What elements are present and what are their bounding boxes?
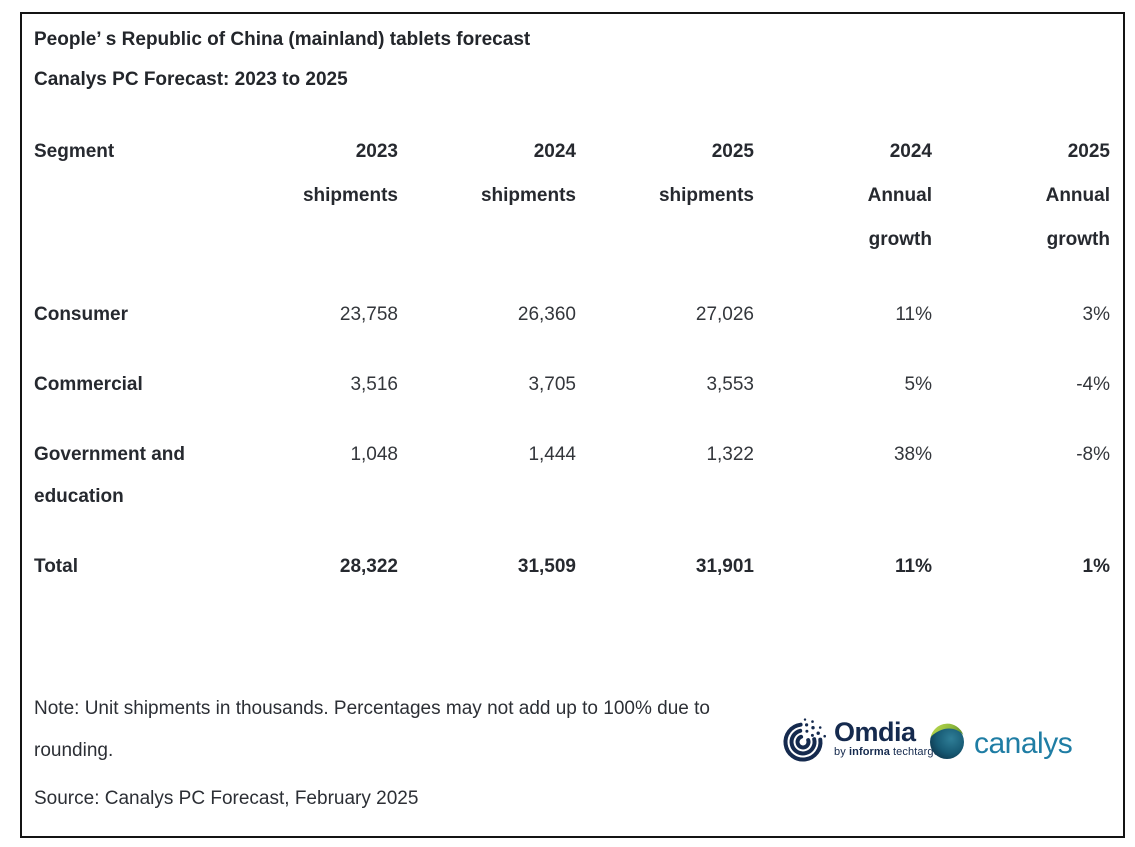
footnotes: Note: Unit shipments in thousands. Perce… <box>34 688 794 820</box>
value-cell: 3,553 <box>706 374 754 395</box>
forecast-card: People’ s Republic of China (mainland) t… <box>20 12 1125 838</box>
omdia-logo: Omdia by informa techtarget <box>781 716 943 769</box>
header-row: Segment 2023 shipments 2024 shipments 20… <box>34 130 1110 280</box>
value-cell: 5% <box>904 374 932 395</box>
value-cell: 3,705 <box>528 374 576 395</box>
value-cell: 11% <box>895 556 932 577</box>
value-cell: 26,360 <box>517 304 576 325</box>
value-cell: 27,026 <box>695 304 754 325</box>
omdia-mark-icon <box>781 716 829 769</box>
omdia-tagline: by informa techtarget <box>834 746 943 758</box>
table-row-consumer: Consumer 23,758 26,360 27,026 11% 3% <box>34 280 1110 350</box>
page-subtitle: Canalys PC Forecast: 2023 to 2025 <box>34 69 348 90</box>
value-cell: 23,758 <box>339 304 398 325</box>
column-header-2025-growth: 2025 Annual growth <box>1045 141 1110 250</box>
forecast-table: Segment 2023 shipments 2024 shipments 20… <box>34 130 1110 602</box>
segment-cell: Consumer <box>34 304 128 325</box>
value-cell: 3% <box>1082 304 1110 325</box>
value-cell: 31,509 <box>517 556 576 577</box>
logo-row: Omdia by informa techtarget <box>781 706 1111 776</box>
value-cell: 28,322 <box>339 556 398 577</box>
canalys-globe-icon <box>927 720 967 767</box>
column-header-segment: Segment <box>34 141 115 162</box>
table-row-total: Total 28,322 31,509 31,901 11% 1% <box>34 532 1110 602</box>
source-text: Source: Canalys PC Forecast, February 20… <box>34 788 419 809</box>
table-row-commercial: Commercial 3,516 3,705 3,553 5% -4% <box>34 350 1110 420</box>
value-cell: 1,322 <box>706 444 754 465</box>
omdia-wordmark: Omdia <box>834 717 916 747</box>
value-cell: 11% <box>895 304 932 325</box>
column-header-2023-shipments: 2023 shipments <box>302 141 398 206</box>
value-cell: 1,048 <box>350 444 398 465</box>
table-row-government-education: Government and education 1,048 1,444 1,3… <box>34 420 1110 532</box>
canalys-wordmark: canalys <box>974 726 1073 760</box>
page-title: People’ s Republic of China (mainland) t… <box>34 29 531 50</box>
note-text: Note: Unit shipments in thousands. Perce… <box>34 698 710 761</box>
value-cell: 1% <box>1082 556 1110 577</box>
column-header-2025-shipments: 2025 shipments <box>658 141 754 206</box>
value-cell: 38% <box>893 444 932 465</box>
column-header-2024-shipments: 2024 shipments <box>480 141 576 206</box>
value-cell: -4% <box>1076 374 1110 395</box>
segment-cell: Total <box>34 556 78 577</box>
segment-cell: Government and education <box>34 444 185 507</box>
column-header-2024-growth: 2024 Annual growth <box>867 141 932 250</box>
value-cell: 1,444 <box>528 444 576 465</box>
canalys-logo: canalys <box>927 720 1073 767</box>
value-cell: -8% <box>1076 444 1110 465</box>
value-cell: 31,901 <box>695 556 754 577</box>
segment-cell: Commercial <box>34 374 143 395</box>
value-cell: 3,516 <box>350 374 398 395</box>
